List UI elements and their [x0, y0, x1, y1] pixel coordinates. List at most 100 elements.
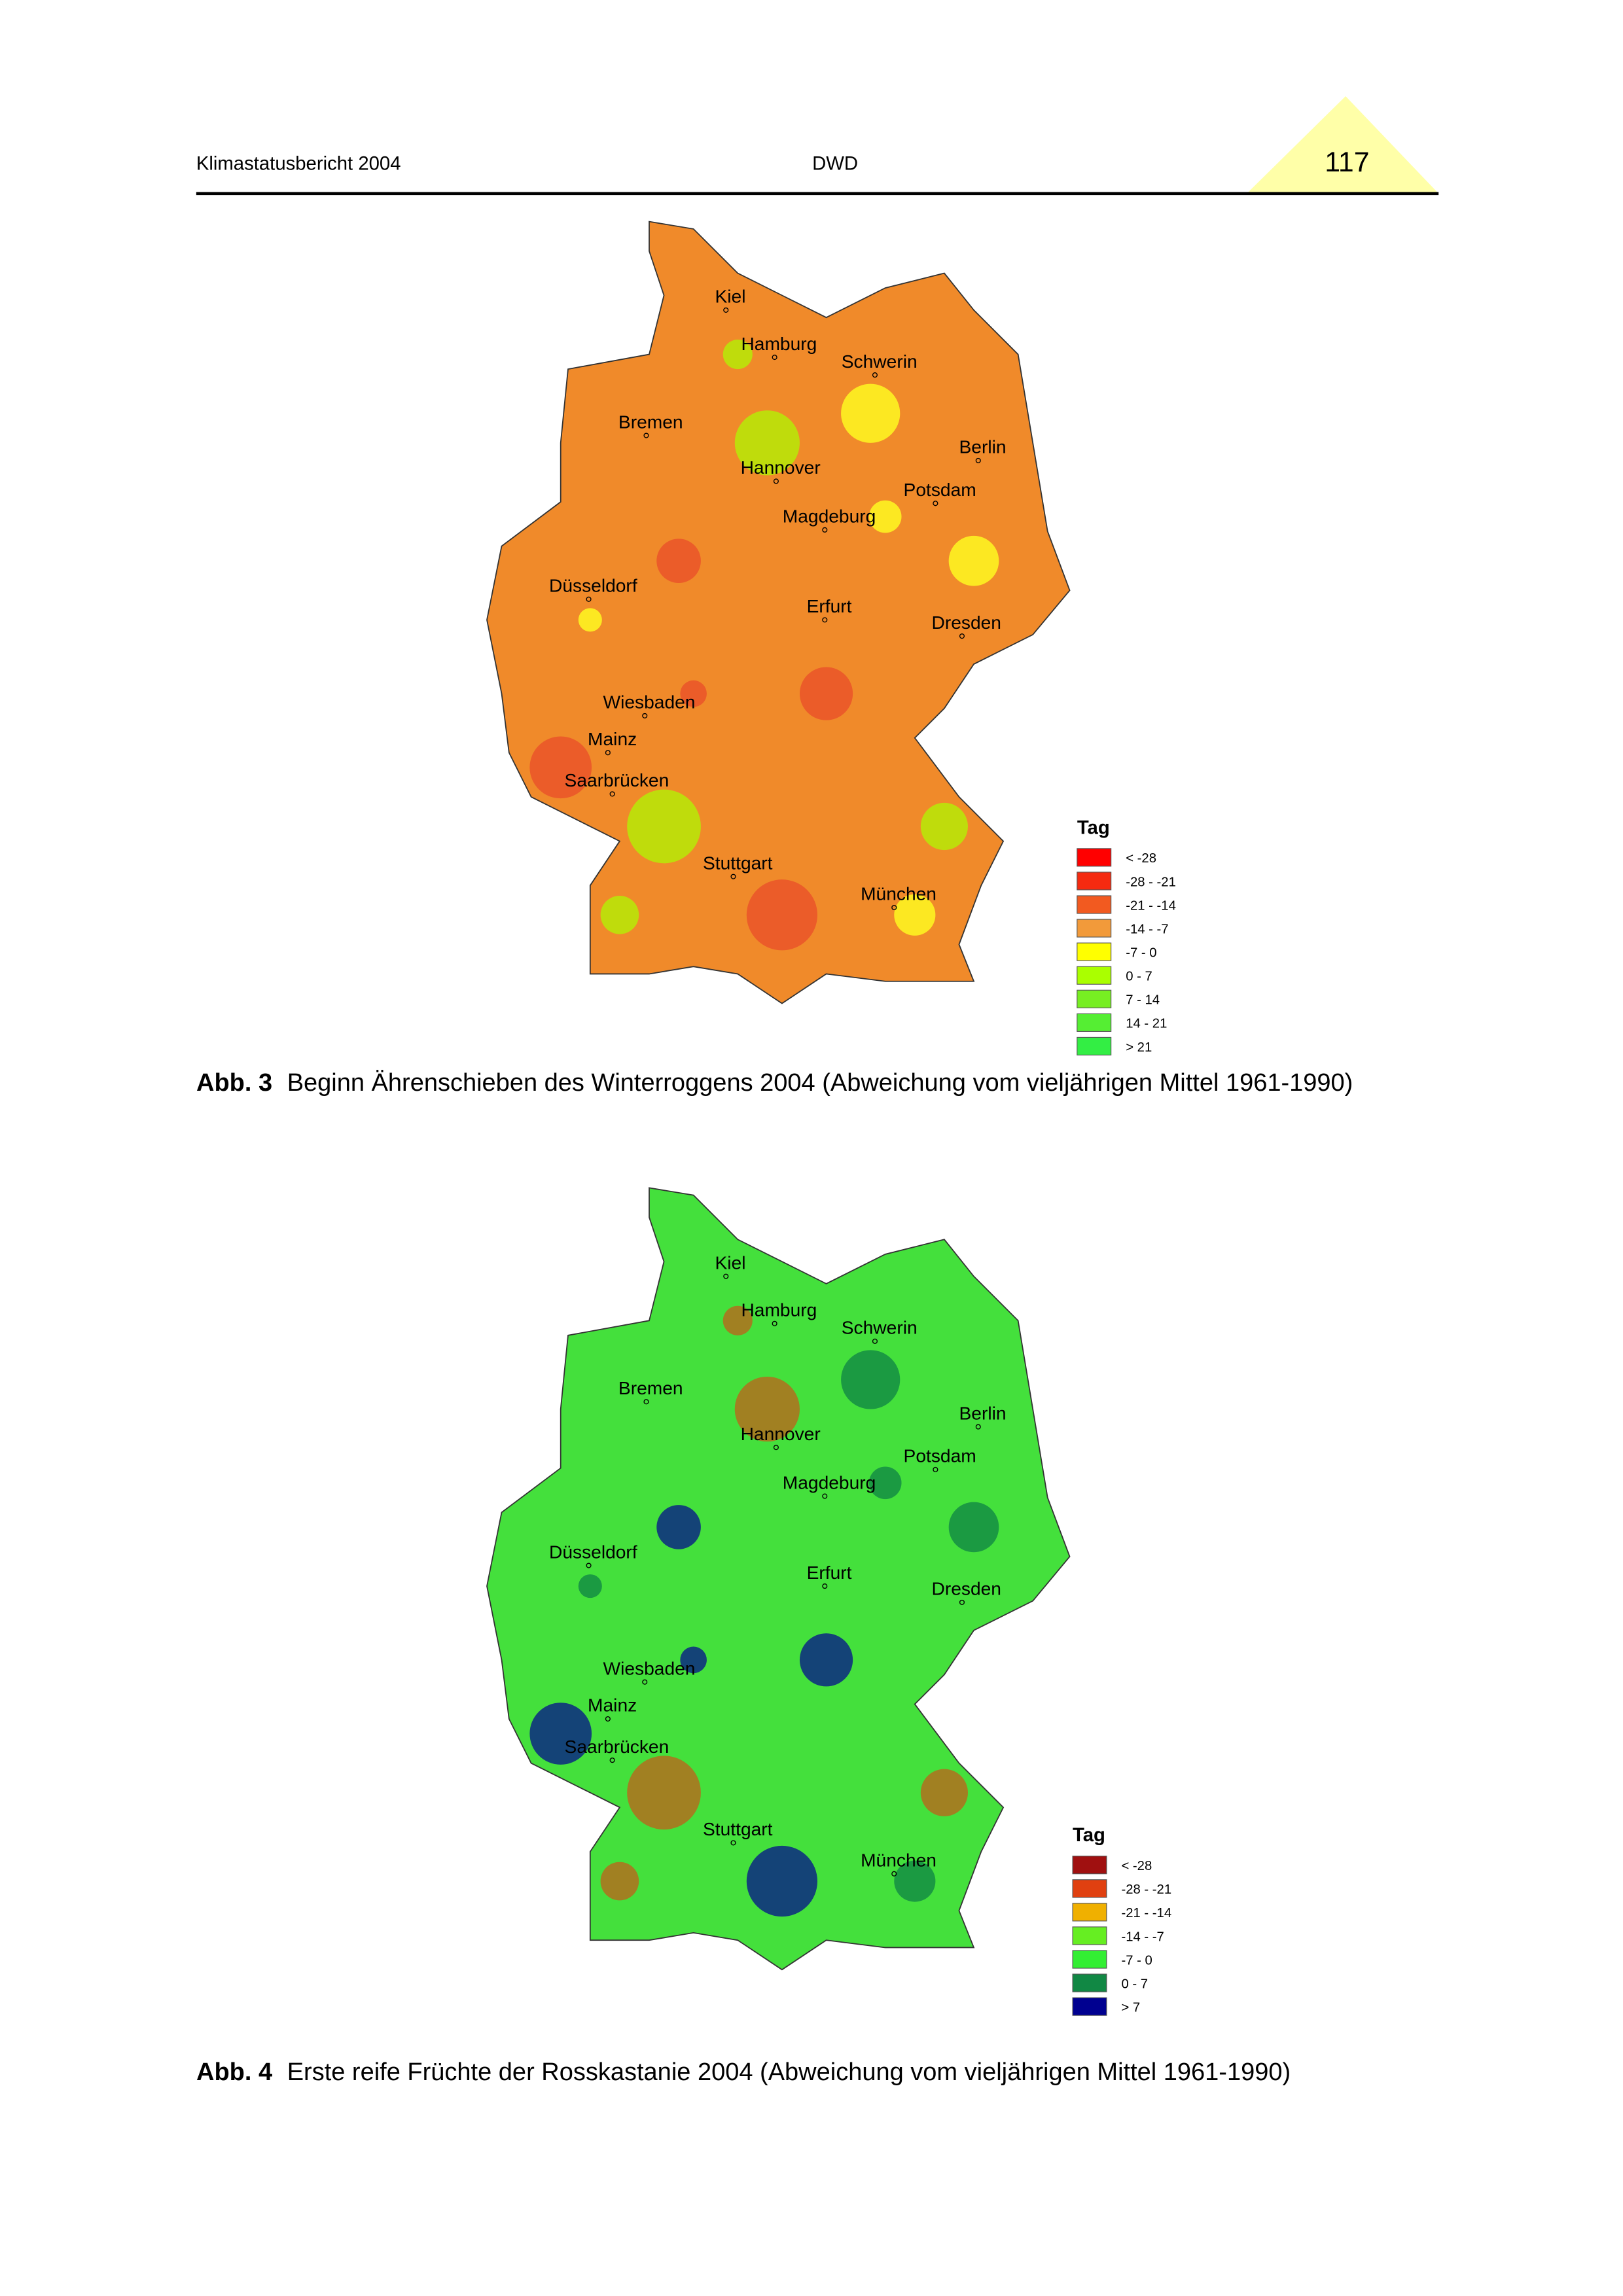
- map-patch: [799, 667, 853, 720]
- city-dot: [822, 527, 828, 533]
- city-label: Erfurt: [807, 595, 852, 616]
- city-label: München: [861, 1849, 936, 1870]
- city-label: Düsseldorf: [549, 1541, 637, 1562]
- city-label: Mainz: [588, 728, 637, 749]
- city-label: Schwerin: [842, 351, 918, 372]
- caption: Abb. 4 Erste reife Früchte der Rosskasta…: [196, 2055, 1438, 2090]
- legend-title: Tag: [1077, 817, 1110, 838]
- city-label: Mainz: [588, 1695, 637, 1716]
- legend-swatch: [1077, 895, 1112, 914]
- city-label: Potsdam: [904, 1445, 976, 1466]
- caption-text: Beginn Ährenschieben des Winterroggens 2…: [287, 1069, 1353, 1097]
- city-dot: [605, 1716, 611, 1722]
- city-label: Erfurt: [807, 1562, 852, 1583]
- city-label: Schwerin: [842, 1317, 918, 1338]
- city-dot: [772, 1320, 777, 1326]
- city-label: Hamburg: [741, 333, 817, 354]
- city-dot: [773, 1445, 779, 1451]
- map-patch: [841, 1350, 901, 1409]
- city-label: Wiesbaden: [603, 692, 696, 713]
- legend-label: -21 - -14: [1126, 898, 1176, 913]
- city-dot: [975, 457, 981, 463]
- map-patch: [868, 500, 902, 533]
- map-patch: [600, 1862, 639, 1901]
- map-patch: [722, 340, 753, 370]
- city-label: München: [861, 883, 936, 904]
- city-label: Berlin: [959, 436, 1007, 457]
- map-patch: [680, 680, 707, 707]
- city-label: Saarbrücken: [565, 769, 669, 790]
- caption-text: Erste reife Früchte der Rosskastanie 200…: [287, 2058, 1291, 2086]
- legend-label: -28 - -21: [1126, 875, 1176, 889]
- map-patch: [948, 1502, 999, 1553]
- city-label: Hamburg: [741, 1299, 817, 1320]
- legend-swatch: [1077, 966, 1112, 985]
- legend-swatch: [1072, 1973, 1107, 1992]
- city-dot: [605, 750, 611, 756]
- legend-label: < -28: [1126, 851, 1156, 866]
- map-patch: [656, 539, 701, 584]
- map-patch: [627, 1756, 701, 1830]
- legend-label: 0 - 7: [1126, 970, 1152, 984]
- city-dot: [730, 1840, 736, 1846]
- caption-label: Abb. 3: [196, 1069, 273, 1097]
- page-number: 117: [1325, 147, 1369, 178]
- city-dot: [822, 1583, 828, 1589]
- city-label: Kiel: [715, 1252, 746, 1273]
- city-dot: [822, 617, 828, 623]
- city-label: Hannover: [741, 457, 821, 478]
- map-patch: [746, 1845, 818, 1917]
- header-left: Klimastatusbericht 2004: [196, 153, 401, 175]
- city-label: Magdeburg: [783, 506, 876, 527]
- legend-label: -21 - -14: [1121, 1906, 1171, 1920]
- city-label: Stuttgart: [703, 1818, 773, 1839]
- map-patch: [722, 1305, 753, 1335]
- legend-label: -14 - -7: [1126, 922, 1168, 936]
- map-patch: [529, 1703, 592, 1765]
- map-patch: [894, 1860, 936, 1902]
- map: Kiel Hamburg Schwerin Bremen Berlin Hannover P…: [486, 1187, 1071, 1971]
- city-dot: [723, 307, 729, 313]
- map-patch: [799, 1633, 853, 1687]
- city-dot: [643, 1399, 649, 1405]
- legend-swatch: [1072, 1997, 1107, 2016]
- city-dot: [609, 791, 615, 797]
- legend-label: < -28: [1121, 1859, 1152, 1873]
- city-label: Dresden: [931, 1578, 1001, 1599]
- map-patch: [656, 1505, 701, 1549]
- city-dot: [891, 904, 897, 911]
- city-dot: [642, 713, 648, 718]
- city-dot: [643, 433, 649, 438]
- legend-swatch: [1072, 1856, 1107, 1875]
- legend-swatch: [1077, 942, 1112, 961]
- city-label: Wiesbaden: [603, 1657, 696, 1678]
- map-patch: [868, 1466, 902, 1500]
- city-dot: [872, 1338, 878, 1344]
- city-label: Stuttgart: [703, 852, 773, 873]
- map-patch: [734, 410, 800, 476]
- city-dot: [642, 1679, 648, 1685]
- legend-swatch: [1072, 1950, 1107, 1969]
- city-label: Bremen: [618, 1377, 683, 1398]
- city-dot: [773, 478, 779, 484]
- city-dot: [959, 633, 965, 639]
- city-dot: [933, 1466, 938, 1473]
- city-dot: [891, 1871, 897, 1877]
- legend-swatch: [1077, 1013, 1112, 1032]
- map-patch: [627, 789, 701, 864]
- caption: Abb. 3 Beginn Ährenschieben des Winterro…: [196, 1065, 1438, 1101]
- city-dot: [586, 1563, 592, 1568]
- city-dot: [959, 1599, 965, 1605]
- city-dot: [586, 596, 592, 602]
- map-patch: [948, 535, 999, 586]
- city-label: Hannover: [741, 1423, 821, 1444]
- legend-swatch: [1077, 872, 1112, 891]
- city-dot: [609, 1757, 615, 1763]
- city-dot: [730, 874, 736, 879]
- legend-swatch: [1072, 1879, 1107, 1898]
- legend-title: Tag: [1073, 1824, 1105, 1846]
- legend-label: -7 - 0: [1126, 946, 1156, 961]
- map-patch: [680, 1646, 707, 1674]
- legend-label: > 7: [1121, 2001, 1140, 2015]
